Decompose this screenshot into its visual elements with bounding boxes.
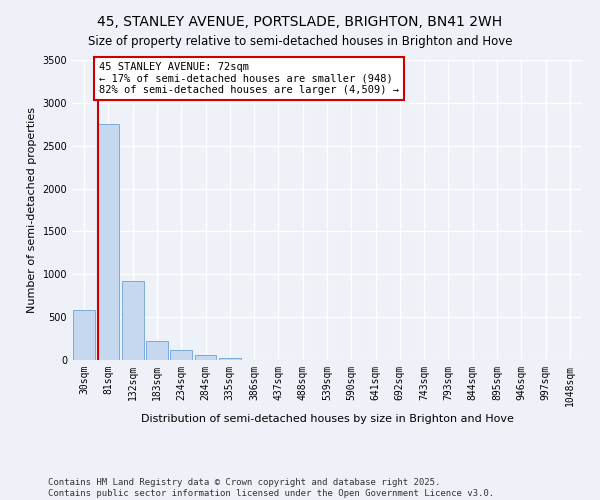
Y-axis label: Number of semi-detached properties: Number of semi-detached properties bbox=[27, 107, 37, 313]
Text: Size of property relative to semi-detached houses in Brighton and Hove: Size of property relative to semi-detach… bbox=[88, 35, 512, 48]
Text: 45, STANLEY AVENUE, PORTSLADE, BRIGHTON, BN41 2WH: 45, STANLEY AVENUE, PORTSLADE, BRIGHTON,… bbox=[97, 15, 503, 29]
Bar bbox=[122, 281, 143, 360]
Bar bbox=[194, 355, 217, 360]
Bar bbox=[73, 310, 95, 360]
Bar bbox=[170, 350, 192, 360]
X-axis label: Distribution of semi-detached houses by size in Brighton and Hove: Distribution of semi-detached houses by … bbox=[140, 414, 514, 424]
Text: Contains HM Land Registry data © Crown copyright and database right 2025.
Contai: Contains HM Land Registry data © Crown c… bbox=[48, 478, 494, 498]
Bar bbox=[97, 124, 119, 360]
Bar bbox=[146, 341, 168, 360]
Text: 45 STANLEY AVENUE: 72sqm
← 17% of semi-detached houses are smaller (948)
82% of : 45 STANLEY AVENUE: 72sqm ← 17% of semi-d… bbox=[99, 62, 399, 95]
Bar bbox=[219, 358, 241, 360]
